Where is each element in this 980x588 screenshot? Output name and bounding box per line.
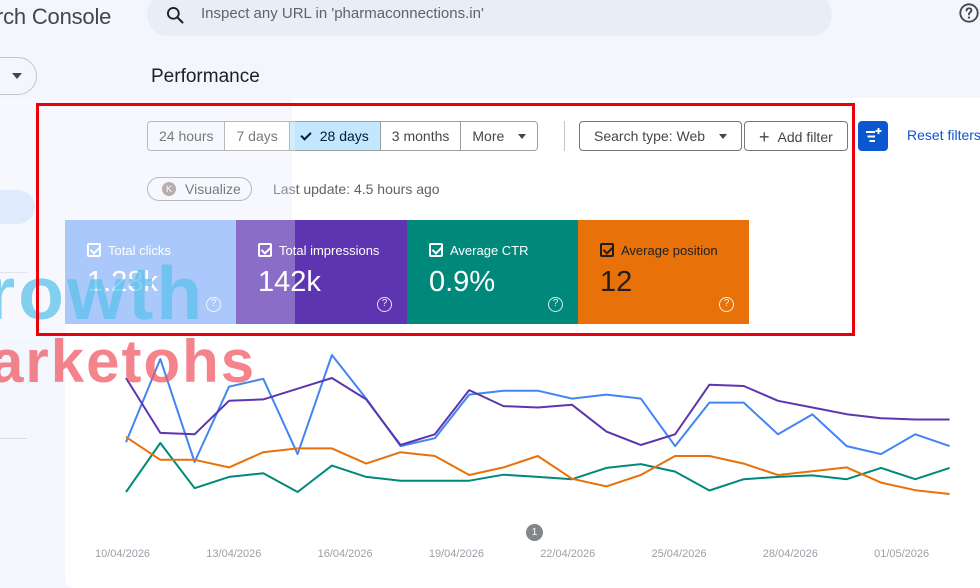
visualize-button[interactable]: K Visualize bbox=[147, 177, 252, 201]
reset-filters-link[interactable]: Reset filters bbox=[907, 127, 980, 143]
dropdown-arrow-icon bbox=[719, 134, 728, 139]
x-tick-label: 16/04/2026 bbox=[317, 548, 373, 560]
sidebar-divider bbox=[0, 438, 27, 439]
metric-card-average-position[interactable]: Average position 12 ? bbox=[578, 220, 749, 324]
url-inspection-search[interactable]: Inspect any URL in 'pharmaconnections.in… bbox=[147, 0, 832, 36]
last-update-text: Last update: 4.5 hours ago bbox=[273, 181, 440, 197]
chevron-down-icon bbox=[12, 73, 22, 79]
metric-card-total-clicks[interactable]: Total clicks 1.28k ? bbox=[65, 220, 236, 324]
highlight-box bbox=[36, 103, 855, 336]
x-tick-label: 25/04/2026 bbox=[651, 548, 707, 560]
x-tick-label: 13/04/2026 bbox=[206, 548, 262, 560]
checkbox-icon[interactable] bbox=[600, 243, 614, 257]
x-tick-label: 10/04/2026 bbox=[95, 548, 151, 560]
help-icon[interactable]: ? bbox=[377, 297, 392, 312]
avatar: K bbox=[162, 182, 176, 196]
filter-settings-button[interactable] bbox=[858, 121, 888, 151]
metric-card-total-impressions[interactable]: Total impressions 142k ? bbox=[236, 220, 407, 324]
toolbar-divider bbox=[564, 121, 565, 151]
date-option-3-months[interactable]: 3 months bbox=[380, 122, 462, 150]
page-title: Performance bbox=[151, 66, 260, 87]
search-type-dropdown[interactable]: Search type: Web bbox=[579, 121, 743, 151]
sidebar-item-active[interactable] bbox=[0, 190, 35, 224]
checkbox-icon[interactable] bbox=[258, 243, 272, 257]
add-filter-button[interactable]: + Add filter bbox=[744, 121, 848, 151]
x-tick-label: 01/05/2026 bbox=[874, 548, 930, 560]
help-icon[interactable]: ? bbox=[548, 297, 563, 312]
date-range-selector[interactable]: 24 hours 7 days 28 days 3 months More bbox=[147, 121, 539, 151]
search-input[interactable]: Inspect any URL in 'pharmaconnections.in… bbox=[201, 5, 484, 22]
search-icon bbox=[167, 7, 184, 24]
chart-annotation-marker[interactable]: 1 bbox=[526, 524, 543, 541]
help-icon[interactable]: ? bbox=[206, 297, 221, 312]
date-option-7-days[interactable]: 7 days bbox=[225, 122, 290, 150]
date-option-24-hours[interactable]: 24 hours bbox=[148, 122, 226, 150]
x-tick-label: 28/04/2026 bbox=[762, 548, 818, 560]
help-icon[interactable] bbox=[958, 2, 980, 24]
metric-card-average-ctr[interactable]: Average CTR 0.9% ? bbox=[407, 220, 578, 324]
date-option-more[interactable]: More bbox=[461, 122, 538, 150]
checkbox-icon[interactable] bbox=[87, 243, 101, 257]
plus-icon: + bbox=[759, 127, 770, 147]
date-option-28-days[interactable]: 28 days bbox=[289, 122, 381, 150]
dropdown-arrow-icon bbox=[518, 134, 527, 139]
filter-list-icon bbox=[866, 128, 882, 142]
app-title: rch Console bbox=[0, 4, 112, 29]
property-selector[interactable] bbox=[0, 57, 37, 95]
x-tick-label: 19/04/2026 bbox=[428, 548, 484, 560]
x-tick-label: 22/04/2026 bbox=[540, 548, 596, 560]
sidebar-divider bbox=[0, 272, 27, 273]
filter-bar-background bbox=[292, 98, 980, 220]
checkbox-icon[interactable] bbox=[429, 243, 443, 257]
help-icon[interactable]: ? bbox=[719, 297, 734, 312]
